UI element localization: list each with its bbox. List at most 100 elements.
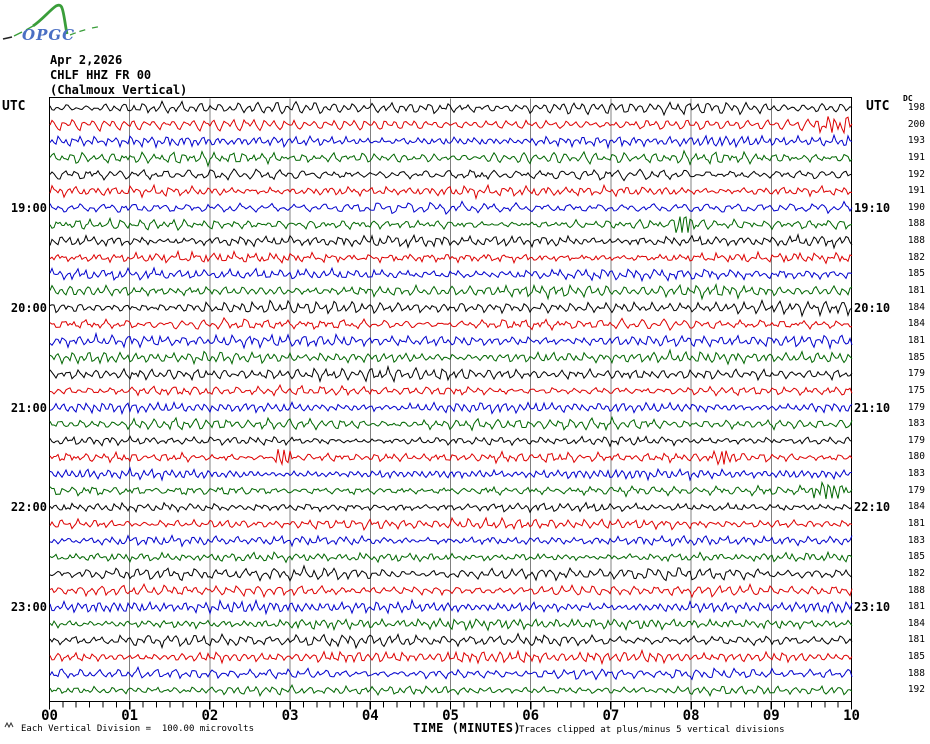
dc-value: 191 xyxy=(907,151,925,163)
dc-value: 192 xyxy=(907,684,925,696)
dc-value: 198 xyxy=(907,102,925,113)
x-tick-label: 03 xyxy=(281,708,299,724)
header-station: CHLF HHZ FR 00 xyxy=(50,68,152,82)
dc-value: 184 xyxy=(907,318,925,330)
hour-label-right: 22:10 xyxy=(854,500,891,515)
header-date: Apr 2,2026 xyxy=(50,53,123,67)
dc-value: 182 xyxy=(907,567,925,579)
dc-value: 192 xyxy=(907,168,925,180)
trace-row-19:00 xyxy=(49,200,853,216)
trace-row-20:50 xyxy=(49,383,853,397)
dc-value: 182 xyxy=(907,251,925,263)
trace-row-23:50 xyxy=(49,683,853,698)
x-tick-label: 00 xyxy=(41,708,58,724)
hour-label-right: 20:10 xyxy=(854,300,891,315)
trace-row-21:50 xyxy=(49,480,853,499)
x-tick-label: 04 xyxy=(361,708,379,724)
header-location: (Chalmoux Vertical) xyxy=(50,83,188,97)
trace-row-20:00 xyxy=(49,299,853,318)
trace-row-23:10 xyxy=(49,617,853,632)
dc-value: 175 xyxy=(907,384,925,396)
trace-row-18:40 xyxy=(49,168,853,182)
dc-value: 183 xyxy=(907,468,925,480)
dc-value: 185 xyxy=(907,551,925,563)
dc-value: 184 xyxy=(907,617,925,629)
trace-row-23:00 xyxy=(49,598,853,616)
trace-row-18:30 xyxy=(49,149,853,168)
dc-value: 183 xyxy=(907,418,925,430)
hour-label-right: 19:10 xyxy=(854,200,891,215)
trace-rows xyxy=(49,99,853,698)
corner-squiggle-mark xyxy=(4,721,14,729)
trace-row-19:50 xyxy=(49,283,853,301)
x-tick-label: 07 xyxy=(602,708,620,724)
trace-row-18:00 xyxy=(49,99,853,117)
dc-value: 188 xyxy=(907,235,925,247)
trace-row-23:30 xyxy=(49,648,853,666)
dc-value: 181 xyxy=(907,285,925,297)
x-tick-label: 02 xyxy=(201,708,219,724)
dc-value: 200 xyxy=(907,118,925,130)
dc-value: 184 xyxy=(907,501,925,513)
clip-note: Traces clipped at plus/minus 5 vertical … xyxy=(519,725,785,735)
trace-row-22:40 xyxy=(49,564,853,583)
opgc-logo-text: OPGC xyxy=(22,26,76,44)
x-tick-label: 05 xyxy=(442,708,459,724)
dc-value: 181 xyxy=(907,518,925,529)
hour-label-right: 23:10 xyxy=(854,600,891,615)
minute-gridlines xyxy=(129,98,772,701)
trace-row-22:20 xyxy=(49,534,853,548)
dc-value: 180 xyxy=(907,451,925,463)
scale-note: Each Vertical Division = 100.00 microvol… xyxy=(21,724,254,734)
trace-row-18:50 xyxy=(49,183,853,201)
dc-column-label: DC xyxy=(903,94,913,103)
dc-value: 188 xyxy=(907,667,925,679)
dc-value: 183 xyxy=(907,534,925,546)
dc-value: 188 xyxy=(907,584,925,596)
dc-value: 179 xyxy=(907,434,925,446)
utc-label-left: UTC xyxy=(2,99,26,114)
trace-row-19:10 xyxy=(49,216,853,233)
dc-value: 179 xyxy=(907,401,925,413)
x-tick-label: 01 xyxy=(121,708,139,724)
trace-row-18:20 xyxy=(49,133,853,150)
x-axis-ticks xyxy=(48,701,853,710)
dc-value: 191 xyxy=(907,185,925,197)
trace-row-19:20 xyxy=(49,232,853,250)
hour-label-left: 22:00 xyxy=(10,500,47,515)
hour-label-right: 21:10 xyxy=(854,400,891,415)
trace-row-21:30 xyxy=(49,449,853,467)
trace-row-23:20 xyxy=(49,632,853,650)
trace-row-20:20 xyxy=(49,331,853,351)
trace-row-19:40 xyxy=(49,266,853,283)
trace-row-20:10 xyxy=(49,316,852,332)
trace-row-22:30 xyxy=(49,550,853,564)
dc-value: 179 xyxy=(907,484,925,496)
trace-row-23:40 xyxy=(49,665,853,681)
trace-row-22:10 xyxy=(49,516,853,531)
trace-row-19:30 xyxy=(49,249,853,265)
trace-row-21:10 xyxy=(49,415,853,432)
opgc-logo: OPGC xyxy=(0,0,130,55)
trace-row-21:40 xyxy=(49,466,853,482)
dc-value: 184 xyxy=(907,301,925,313)
hour-label-left: 21:00 xyxy=(10,400,47,415)
dc-value: 185 xyxy=(907,351,925,363)
x-tick-label: 10 xyxy=(843,708,860,724)
trace-row-21:20 xyxy=(49,435,853,448)
x-axis-title: TIME (MINUTES) xyxy=(413,721,522,735)
dc-value: 179 xyxy=(907,368,925,380)
trace-row-20:30 xyxy=(49,348,853,366)
dc-value: 188 xyxy=(907,218,925,230)
dc-value: 185 xyxy=(907,268,925,280)
dc-value: 185 xyxy=(907,651,925,663)
x-tick-label: 08 xyxy=(682,708,700,724)
hour-label-left: 19:00 xyxy=(10,200,47,215)
x-tick-label: 06 xyxy=(522,708,540,724)
opgc-logo-curve xyxy=(2,3,101,40)
dc-value: 181 xyxy=(907,634,925,646)
dc-value: 181 xyxy=(907,334,925,346)
